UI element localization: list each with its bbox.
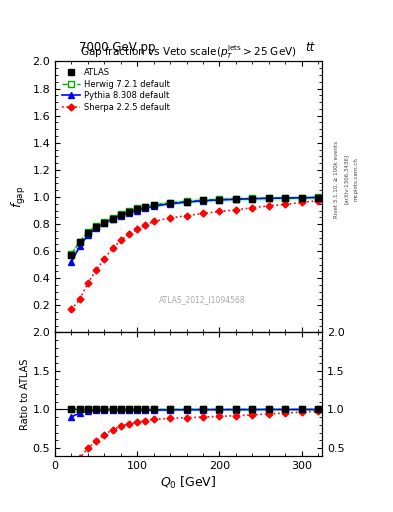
Text: mcplots.cern.ch: mcplots.cern.ch	[353, 157, 358, 201]
Text: 7000 GeV pp: 7000 GeV pp	[79, 41, 155, 54]
X-axis label: $Q_0$ [GeV]: $Q_0$ [GeV]	[160, 475, 217, 491]
Text: ATLAS_2012_I1094568: ATLAS_2012_I1094568	[159, 295, 245, 305]
Title: Gap fraction vs Veto scale($p_T^{\rm jets}>25$ GeV): Gap fraction vs Veto scale($p_T^{\rm jet…	[80, 44, 297, 61]
Text: tt: tt	[305, 41, 314, 54]
Y-axis label: Ratio to ATLAS: Ratio to ATLAS	[20, 358, 29, 430]
Y-axis label: $f_{\rm gap}$: $f_{\rm gap}$	[10, 186, 28, 208]
Text: Rivet 3.1.10, ≥ 100k events: Rivet 3.1.10, ≥ 100k events	[334, 141, 338, 218]
Legend: ATLAS, Herwig 7.2.1 default, Pythia 8.308 default, Sherpa 2.2.5 default: ATLAS, Herwig 7.2.1 default, Pythia 8.30…	[59, 66, 173, 114]
Text: [arXiv:1306.3436]: [arXiv:1306.3436]	[343, 154, 348, 204]
